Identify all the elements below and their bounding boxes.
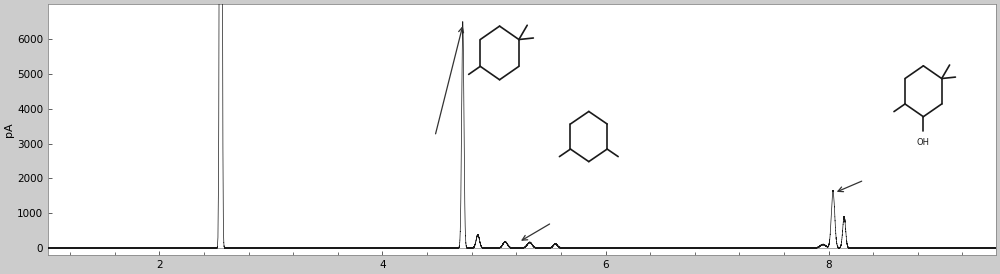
Y-axis label: pA: pA bbox=[4, 122, 14, 137]
Text: OH: OH bbox=[917, 138, 930, 147]
